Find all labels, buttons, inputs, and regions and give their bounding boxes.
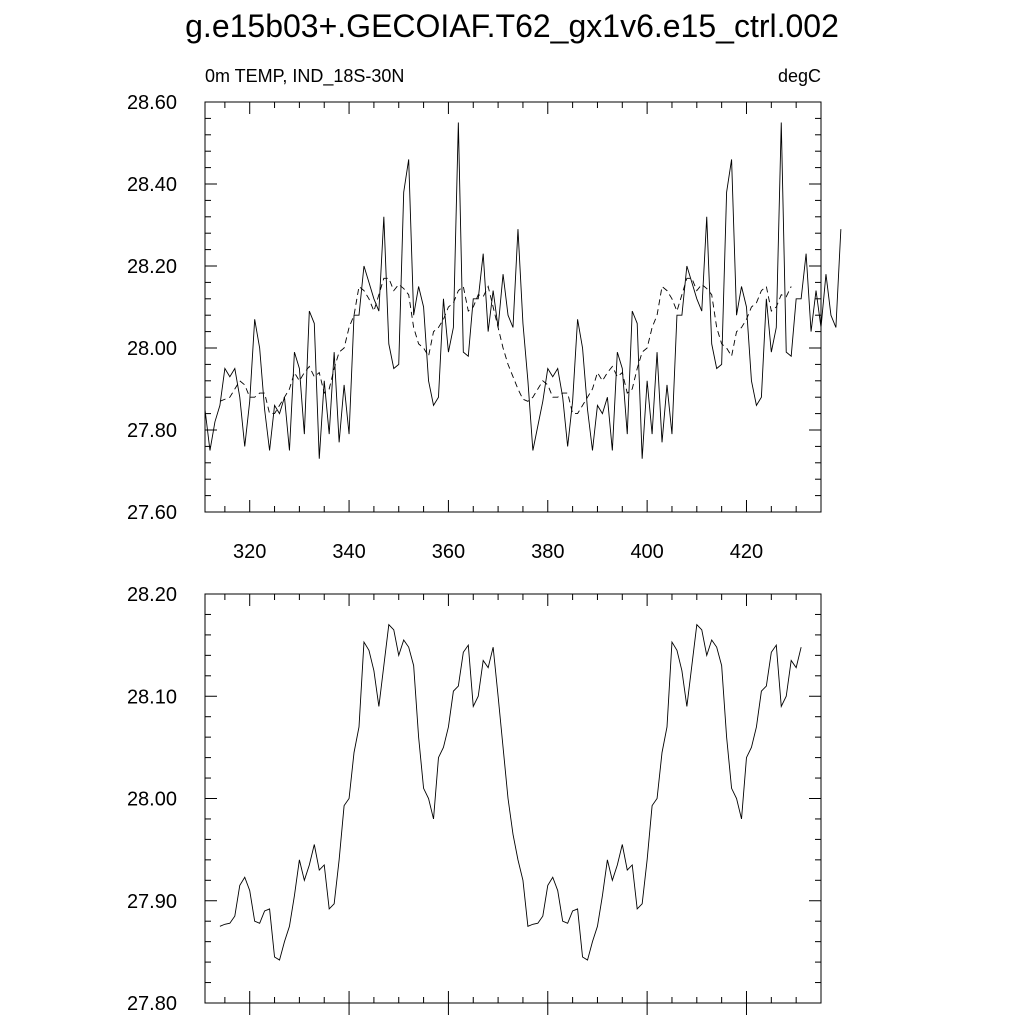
bottom-y-tick-label: 27.80	[127, 993, 177, 1015]
top-x-tick-label: 360	[432, 541, 465, 563]
chart-title: g.e15b03+.GECOIAF.T62_gx1v6.e15_ctrl.002	[185, 8, 839, 44]
top-x-tick-label: 420	[730, 541, 763, 563]
bottom-series-solid-line	[219, 623, 802, 961]
top-x-tick-label: 320	[233, 541, 266, 563]
top-panel-left-label: 0m TEMP, IND_18S-30N	[205, 66, 404, 87]
top-y-tick-label: 28.20	[127, 256, 177, 278]
top-series-dashed-line	[219, 277, 792, 415]
top-panel-units-label: degC	[778, 66, 821, 86]
top-x-tick-label: 380	[531, 541, 564, 563]
bottom-plot-frame	[204, 593, 822, 1004]
top-y-tick-label: 28.00	[127, 338, 177, 360]
top-y-tick-label: 27.60	[127, 502, 177, 524]
bottom-y-tick-label: 28.00	[127, 789, 177, 811]
top-y-tick-label: 27.80	[127, 420, 177, 442]
top-y-tick-label: 28.60	[127, 92, 177, 114]
bottom-y-tick-label: 28.10	[127, 686, 177, 708]
top-plot-frame	[204, 101, 822, 513]
top-x-tick-label: 400	[630, 541, 663, 563]
bottom-panel: 27.80 27.90 28.00 28.10 28.20	[127, 584, 822, 1015]
top-panel: 0m TEMP, IND_18S-30N degC 320 340 360 380 40…	[127, 66, 842, 563]
top-x-tick-label: 340	[332, 541, 365, 563]
top-series-solid-line	[204, 122, 842, 459]
top-y-tick-label: 28.40	[127, 174, 177, 196]
bottom-y-tick-label: 27.90	[127, 891, 177, 913]
bottom-y-tick-label: 28.20	[127, 584, 177, 606]
